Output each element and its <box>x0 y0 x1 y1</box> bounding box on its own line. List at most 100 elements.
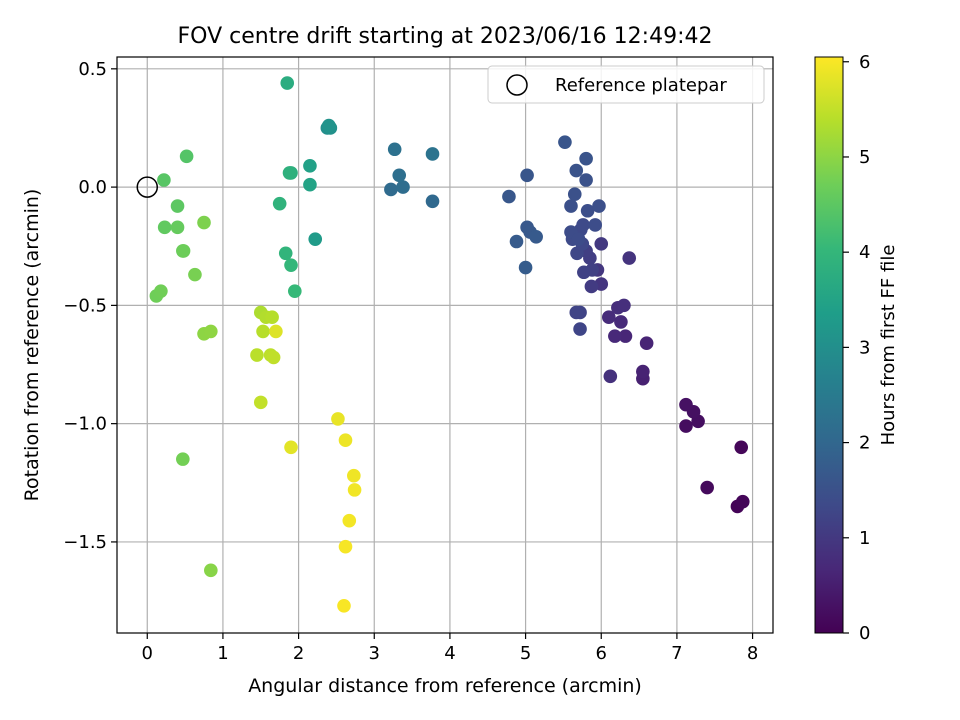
data-point <box>284 440 298 455</box>
colorbar-tick-label: 1 <box>859 528 870 549</box>
y-tick-label: −1.5 <box>63 532 107 553</box>
data-point <box>579 151 593 166</box>
data-point <box>700 480 714 495</box>
data-point <box>266 350 281 365</box>
data-point <box>608 329 622 343</box>
x-tick-label: 1 <box>217 643 228 664</box>
data-point <box>347 468 361 483</box>
x-tick-label: 2 <box>293 643 304 664</box>
data-point <box>617 298 631 313</box>
legend-box <box>487 65 765 104</box>
data-point <box>502 189 516 204</box>
data-point <box>197 215 211 230</box>
data-point <box>392 168 407 183</box>
plot-frame <box>116 56 774 634</box>
data-point <box>170 220 185 235</box>
data-point <box>577 265 591 280</box>
y-axis-label: Rotation from reference (arcmin) <box>21 189 43 502</box>
x-tick-label: 3 <box>369 643 380 664</box>
data-point <box>509 234 524 249</box>
data-point <box>342 513 357 528</box>
data-point <box>734 440 749 455</box>
data-point <box>338 539 353 554</box>
x-axis-label: Angular distance from reference (arcmin) <box>248 675 642 697</box>
legend-entry-label: Reference platepar <box>555 75 727 96</box>
colorbar <box>814 56 844 634</box>
data-point <box>157 173 171 187</box>
data-point <box>331 412 345 426</box>
data-point <box>579 173 593 187</box>
data-point <box>154 284 168 298</box>
colorbar-tick-label: 3 <box>859 337 870 358</box>
data-point <box>204 324 218 339</box>
data-points <box>149 76 750 613</box>
data-point <box>569 163 584 178</box>
data-point <box>170 199 185 213</box>
data-point <box>594 237 609 251</box>
data-point <box>558 135 572 149</box>
data-point <box>584 279 599 294</box>
data-point <box>265 310 279 325</box>
colorbar-ticks: 0 1 2 3 4 5 6 <box>843 52 870 644</box>
data-point <box>278 246 293 261</box>
reference-point-marker <box>136 176 159 198</box>
legend-marker-icon <box>506 74 528 96</box>
data-point <box>425 147 440 161</box>
data-point <box>338 433 353 448</box>
data-point <box>573 322 587 336</box>
x-tick-label: 5 <box>520 643 531 664</box>
data-point <box>614 315 628 329</box>
data-point <box>571 232 586 246</box>
data-point <box>284 258 298 272</box>
data-point <box>188 267 202 282</box>
legend: Reference platepar <box>487 65 765 104</box>
data-point <box>176 452 190 466</box>
colorbar-label: Hours from first FF file <box>878 245 899 446</box>
data-point <box>569 305 584 320</box>
data-point <box>204 563 218 578</box>
y-tick-label: −0.5 <box>63 295 107 316</box>
x-tick-label: 7 <box>671 643 682 664</box>
data-point <box>564 199 578 213</box>
data-point <box>250 348 264 362</box>
data-point <box>622 251 637 265</box>
x-tick-label: 4 <box>444 643 455 664</box>
colorbar-tick-label: 5 <box>859 147 870 168</box>
data-point <box>387 142 402 157</box>
data-point <box>179 149 194 164</box>
data-point <box>618 329 633 343</box>
data-point <box>529 229 543 244</box>
grid-lines <box>117 57 773 633</box>
data-point <box>396 180 410 194</box>
data-point <box>157 220 172 235</box>
y-tick-label: −1.0 <box>63 414 107 435</box>
data-point <box>425 194 440 209</box>
data-point <box>592 199 606 213</box>
data-point <box>308 232 323 246</box>
data-point <box>269 324 283 339</box>
data-point <box>288 284 302 298</box>
y-tick-label: 0.5 <box>78 59 107 80</box>
data-point <box>176 244 191 258</box>
data-point <box>303 177 317 192</box>
data-point <box>639 336 654 351</box>
data-point <box>384 182 398 197</box>
data-point <box>337 598 351 613</box>
x-tick-label: 0 <box>142 643 153 664</box>
data-point <box>256 324 270 339</box>
x-tick-label: 6 <box>596 643 607 664</box>
data-point <box>520 168 534 183</box>
y-axis-ticks: 0.5 0.0 −0.5 −1.0 −1.5 <box>63 59 117 553</box>
colorbar-tick-label: 6 <box>859 52 870 73</box>
colorbar-tick-label: 0 <box>859 623 870 644</box>
chart-title: FOV centre drift starting at 2023/06/16 … <box>178 24 713 49</box>
data-point <box>735 494 750 509</box>
data-point <box>602 310 616 325</box>
data-point <box>322 118 336 133</box>
data-point <box>603 369 618 384</box>
data-point <box>272 196 287 211</box>
data-point <box>580 203 595 218</box>
x-tick-label: 8 <box>747 643 758 664</box>
data-point <box>636 364 650 379</box>
